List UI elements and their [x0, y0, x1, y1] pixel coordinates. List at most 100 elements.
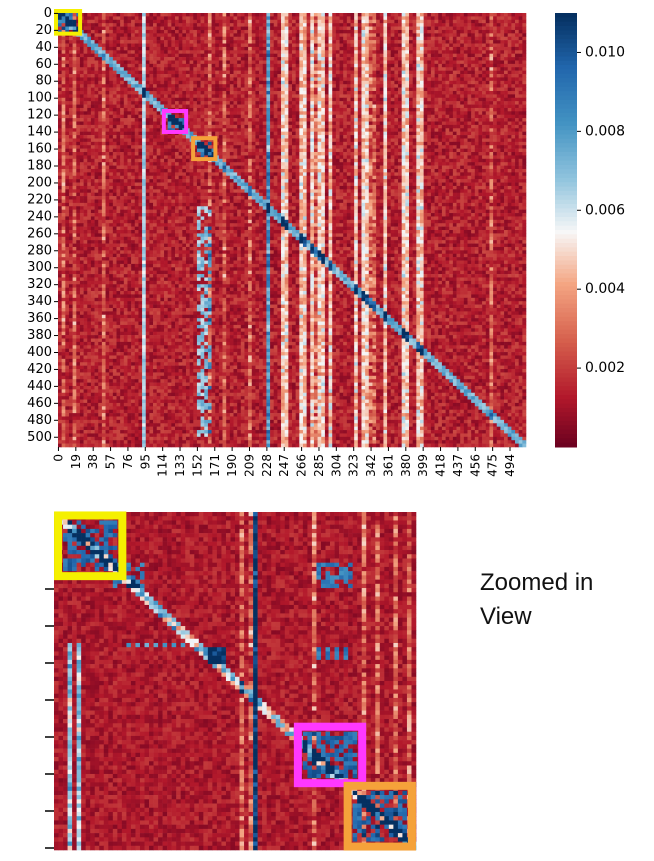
- heatmap-cell: [471, 23, 476, 27]
- heatmap-cell: [485, 19, 490, 24]
- heatmap-cell: [416, 74, 421, 78]
- heatmap-cell: [321, 135, 326, 139]
- heatmap-cell: [61, 87, 66, 92]
- heatmap-cell: [463, 26, 468, 31]
- heatmap-cell: [317, 36, 322, 41]
- heatmap-cell: [185, 138, 190, 143]
- heatmap-cell: [460, 131, 465, 136]
- heatmap-cell: [317, 111, 322, 116]
- heatmap-cell: [405, 141, 410, 146]
- heatmap-cell: [171, 94, 176, 99]
- heatmap-cell: [248, 36, 253, 41]
- heatmap-cell: [438, 84, 443, 88]
- heatmap-cell: [218, 19, 223, 24]
- heatmap-cell: [160, 97, 165, 102]
- heatmap-cell: [504, 26, 509, 31]
- heatmap-cell: [496, 26, 501, 31]
- heatmap-cell: [98, 80, 103, 85]
- heatmap-cell: [131, 114, 136, 119]
- heatmap-cell: [211, 74, 216, 78]
- heatmap-cell: [423, 80, 428, 85]
- heatmap-cell: [240, 60, 245, 65]
- heatmap-cell: [354, 111, 359, 116]
- heatmap-cell: [471, 90, 476, 95]
- heatmap-cell: [478, 128, 483, 132]
- heatmap-cell: [387, 63, 392, 68]
- heatmap-cell: [116, 118, 121, 122]
- heatmap-cell: [273, 87, 278, 92]
- heatmap-cell: [339, 84, 344, 88]
- heatmap-cell: [332, 141, 337, 146]
- heatmap-cell: [222, 131, 227, 136]
- heatmap-cell: [292, 13, 296, 17]
- heatmap-cell: [299, 50, 304, 54]
- heatmap-cell: [90, 67, 95, 71]
- heatmap-cell: [478, 111, 483, 116]
- heatmap-cell: [270, 90, 275, 95]
- heatmap-cell: [259, 124, 264, 129]
- heatmap-cell: [116, 87, 121, 92]
- heatmap-cell: [346, 53, 351, 58]
- heatmap-cell: [346, 46, 351, 51]
- heatmap-cell: [270, 131, 275, 136]
- heatmap-cell: [339, 87, 344, 92]
- heatmap-cell: [471, 104, 476, 109]
- heatmap-cell: [105, 67, 110, 71]
- heatmap-cell: [372, 135, 377, 139]
- heatmap-cell: [335, 77, 340, 82]
- heatmap-cell: [178, 26, 183, 31]
- heatmap-cell: [401, 118, 406, 122]
- heatmap-cell: [313, 74, 318, 78]
- heatmap-cell: [493, 60, 498, 65]
- heatmap-cell: [149, 77, 154, 82]
- heatmap-cell: [324, 16, 329, 21]
- heatmap-cell: [310, 16, 315, 21]
- heatmap-cell: [518, 107, 523, 112]
- heatmap-cell: [142, 94, 147, 99]
- heatmap-cell: [79, 90, 84, 95]
- heatmap-cell: [332, 114, 337, 119]
- heatmap-cell: [449, 23, 454, 27]
- heatmap-cell: [193, 57, 198, 61]
- heatmap-cell: [185, 46, 190, 51]
- heatmap-cell: [292, 70, 296, 75]
- heatmap-cell: [372, 90, 377, 95]
- heatmap-cell: [321, 67, 326, 71]
- heatmap-cell: [445, 40, 450, 44]
- heatmap-cell: [292, 16, 296, 21]
- heatmap-cell: [79, 87, 84, 92]
- heatmap-cell: [182, 87, 187, 92]
- heatmap-cell: [467, 124, 472, 129]
- heatmap-cell: [255, 74, 260, 78]
- heatmap-cell: [522, 67, 527, 71]
- heatmap-cell: [259, 111, 264, 116]
- heatmap-cell: [292, 46, 296, 51]
- heatmap-cell: [394, 26, 399, 31]
- heatmap-cell: [262, 53, 267, 58]
- heatmap-cell: [324, 111, 329, 116]
- heatmap-cell: [171, 63, 176, 68]
- heatmap-cell: [376, 84, 381, 88]
- heatmap-cell: [310, 101, 315, 105]
- heatmap-cell: [277, 43, 282, 48]
- heatmap-cell: [94, 84, 99, 88]
- heatmap-cell: [94, 29, 99, 34]
- heatmap-cell: [138, 94, 143, 99]
- heatmap-cell: [229, 90, 234, 95]
- heatmap-cell: [343, 114, 348, 119]
- heatmap-cell: [281, 101, 285, 105]
- heatmap-cell: [215, 121, 220, 126]
- heatmap-cell: [372, 80, 377, 85]
- heatmap-cell: [482, 141, 487, 146]
- heatmap-cell: [368, 131, 373, 136]
- heatmap-cell: [207, 50, 212, 54]
- heatmap-cell: [416, 29, 421, 34]
- heatmap-cell: [149, 135, 154, 139]
- heatmap-cell: [116, 60, 121, 65]
- heatmap-cell: [343, 118, 348, 122]
- heatmap-cell: [160, 46, 165, 51]
- heatmap-cell: [251, 135, 256, 139]
- heatmap-cell: [332, 33, 337, 38]
- heatmap-cell: [299, 107, 304, 112]
- heatmap-cell: [288, 57, 293, 61]
